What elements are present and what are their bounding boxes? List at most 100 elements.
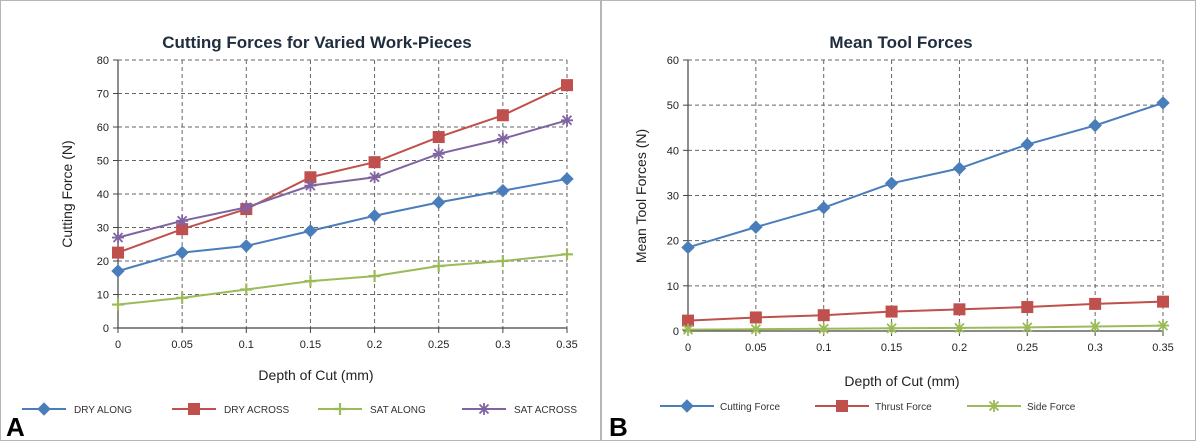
- data-point: [432, 131, 445, 144]
- data-point: [560, 172, 574, 186]
- data-point: [885, 322, 898, 335]
- data-point: [885, 305, 898, 318]
- legend-item-side-force: Side Force: [967, 400, 1076, 413]
- y-axis-label: Cutting Force (N): [59, 140, 75, 247]
- data-point: [1021, 301, 1034, 314]
- data-point: [240, 201, 253, 214]
- y-tick-label: 10: [667, 281, 679, 293]
- legend-label: DRY ACROSS: [224, 405, 290, 416]
- y-tick-label: 60: [667, 55, 679, 67]
- data-point: [496, 132, 509, 145]
- x-tick-label: 0.1: [816, 342, 831, 354]
- x-axis-label: Depth of Cut (mm): [258, 367, 373, 383]
- x-tick-label: 0.2: [367, 339, 382, 351]
- panel-letter: B: [609, 412, 628, 441]
- data-point: [749, 311, 762, 324]
- data-point: [561, 114, 573, 127]
- series-sat-across: [112, 114, 573, 244]
- data-point: [303, 224, 318, 238]
- series-line: [117, 253, 568, 306]
- series-thrust-force: [682, 295, 1169, 327]
- data-point: [496, 255, 509, 267]
- data-point: [304, 179, 317, 192]
- y-tick-label: 40: [97, 189, 109, 201]
- y-axis-label: Mean Tool Forces (N): [633, 129, 649, 263]
- legend-label: SAT ALONG: [370, 405, 426, 416]
- x-tick-label: 0.05: [745, 342, 766, 354]
- data-point: [176, 214, 189, 227]
- data-point: [817, 322, 830, 335]
- x-tick-label: 0.25: [1017, 342, 1038, 354]
- data-point: [952, 161, 967, 176]
- panel-a: Cutting Forces for Varied Work-Pieces De…: [6, 33, 578, 442]
- data-point: [817, 200, 831, 215]
- data-point: [432, 147, 445, 160]
- y-tick-label: 60: [97, 122, 109, 134]
- data-point: [304, 275, 317, 288]
- x-tick-label: 0.1: [239, 339, 254, 351]
- legend: Cutting Force Thrust Force Side Force: [660, 399, 1076, 413]
- y-tick-label: 70: [97, 89, 109, 101]
- data-point: [112, 298, 124, 311]
- panel-b: Mean Tool Forces Depth of Cut (mm) Mean …: [609, 33, 1174, 442]
- data-point: [749, 323, 762, 336]
- data-point: [240, 283, 253, 296]
- data-point: [368, 156, 381, 169]
- legend-item-dry-along: DRY ALONG: [22, 402, 132, 416]
- y-tick-label: 0: [103, 323, 109, 335]
- series-line: [687, 300, 1164, 322]
- x-tick-label: 0: [115, 339, 121, 351]
- y-tick-label: 20: [667, 236, 679, 248]
- legend-marker: [334, 403, 346, 415]
- y-tick-label: 10: [97, 290, 109, 302]
- y-tick-label: 20: [97, 256, 109, 268]
- data-point: [239, 239, 253, 253]
- data-point: [175, 245, 189, 260]
- legend-marker: [836, 400, 848, 412]
- y-tick-label: 30: [97, 223, 109, 235]
- legend: DRY ALONG DRY ACROSS SAT ALONG SAT ACROSS: [22, 402, 577, 416]
- chart-title: Mean Tool Forces: [829, 33, 972, 52]
- y-tick-label: 0: [673, 326, 679, 338]
- y-tick-label: 50: [97, 156, 109, 168]
- data-point: [432, 260, 445, 273]
- legend-label: SAT ACROSS: [514, 405, 577, 416]
- series-sat-along: [112, 248, 573, 311]
- y-tick-label: 50: [667, 100, 679, 112]
- legend-label: Side Force: [1027, 402, 1076, 413]
- data-point: [884, 176, 899, 191]
- panel-letter: A: [6, 412, 25, 441]
- x-tick-label: 0.25: [428, 339, 449, 351]
- series-cutting-force: [681, 96, 1170, 255]
- legend-marker: [37, 402, 51, 416]
- legend-label: DRY ALONG: [74, 405, 132, 416]
- legend-label: Thrust Force: [875, 402, 932, 413]
- data-point: [682, 323, 694, 336]
- data-point: [749, 220, 763, 234]
- data-point: [561, 248, 573, 261]
- x-tick-label: 0.35: [556, 339, 577, 351]
- x-tick-label: 0.3: [1087, 342, 1102, 354]
- legend-label: Cutting Force: [720, 402, 780, 413]
- x-tick-label: 0.3: [495, 339, 510, 351]
- legend-marker: [680, 399, 694, 413]
- x-tick-label: 0.05: [171, 339, 192, 351]
- data-point: [112, 246, 124, 259]
- series-line: [117, 84, 568, 254]
- data-point: [1089, 320, 1102, 333]
- legend-marker: [988, 400, 1000, 412]
- x-tick-label: 0.35: [1152, 342, 1173, 354]
- legend-marker: [478, 403, 490, 415]
- data-point: [1089, 297, 1102, 310]
- legend-item-sat-along: SAT ALONG: [318, 403, 426, 416]
- x-axis-label: Depth of Cut (mm): [844, 373, 959, 389]
- data-point: [368, 270, 381, 283]
- series-line: [687, 324, 1164, 331]
- chart-title: Cutting Forces for Varied Work-Pieces: [162, 33, 472, 52]
- data-point: [1088, 118, 1102, 133]
- data-point: [1157, 295, 1169, 308]
- data-point: [368, 171, 381, 184]
- legend-item-sat-across: SAT ACROSS: [462, 403, 577, 416]
